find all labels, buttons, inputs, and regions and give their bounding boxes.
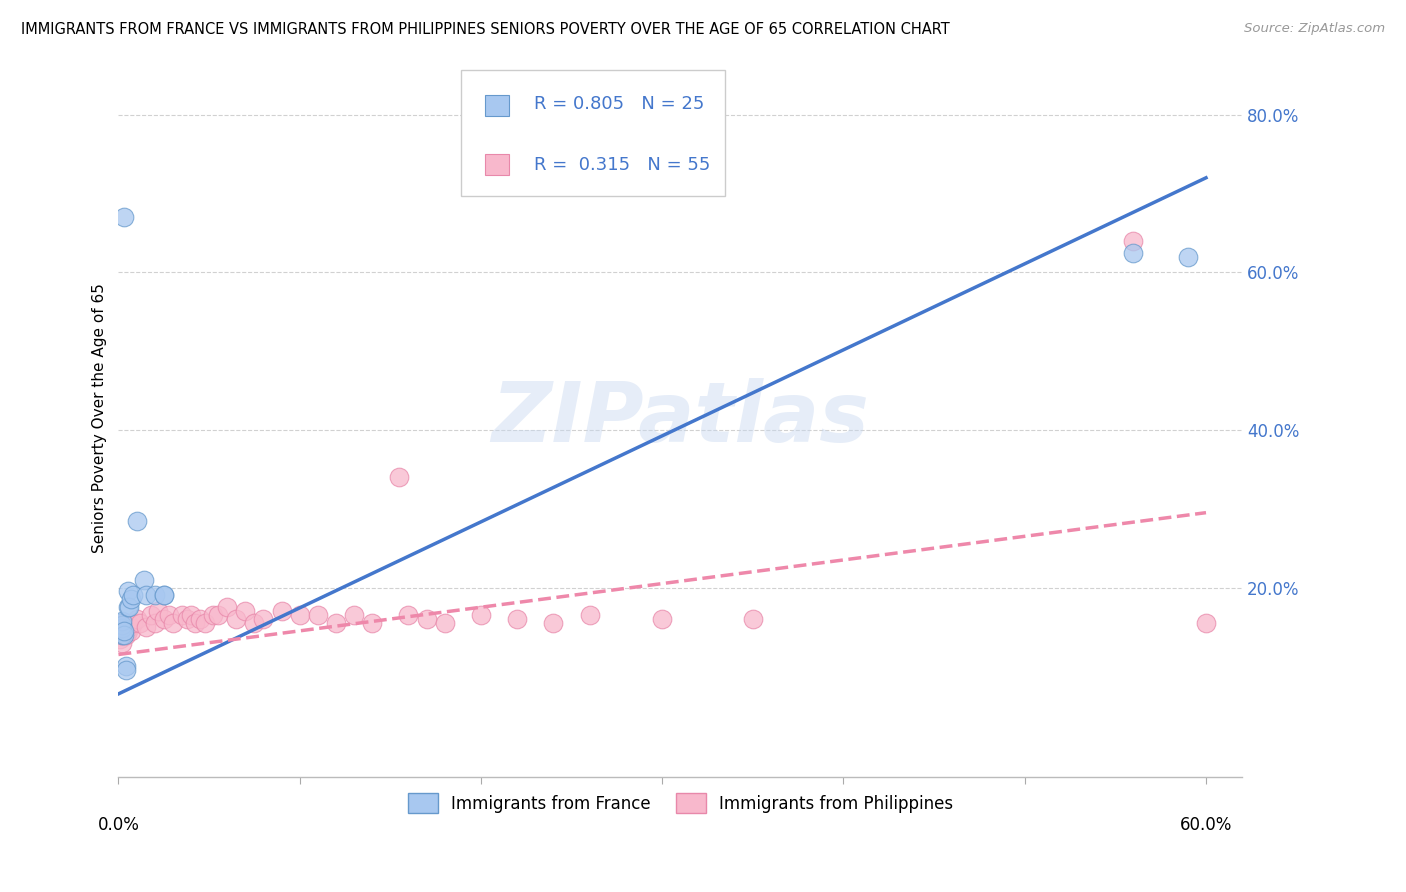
Point [143, 588, 166, 602]
Point [398, 608, 420, 623]
Point [111, 614, 134, 628]
Point [343, 608, 366, 623]
Point [118, 620, 141, 634]
FancyBboxPatch shape [485, 95, 509, 116]
Point [143, 615, 166, 630]
Point [112, 210, 135, 224]
Text: Source: ZipAtlas.com: Source: ZipAtlas.com [1244, 22, 1385, 36]
Point [125, 514, 148, 528]
Text: ZIPatlas: ZIPatlas [492, 377, 869, 458]
Point [176, 612, 198, 626]
Point [112, 624, 135, 638]
Point [325, 615, 347, 630]
Point [111, 628, 134, 642]
FancyBboxPatch shape [461, 70, 725, 196]
Point [361, 615, 384, 630]
Point [118, 600, 141, 615]
Point [388, 470, 411, 484]
Point [307, 608, 329, 623]
Point [110, 620, 132, 634]
Point [120, 592, 142, 607]
Point [207, 608, 229, 623]
Point [112, 628, 135, 642]
Point [110, 624, 132, 638]
Point [125, 612, 148, 626]
Point [201, 608, 224, 623]
Point [114, 663, 136, 677]
Point [225, 612, 247, 626]
Text: 0.0%: 0.0% [97, 816, 139, 834]
Point [117, 584, 139, 599]
Text: R = 0.805   N = 25: R = 0.805 N = 25 [534, 95, 704, 113]
Point [111, 622, 134, 636]
Point [1122, 245, 1144, 260]
Point [117, 624, 139, 638]
Point [110, 615, 132, 630]
Point [651, 612, 673, 626]
Legend: Immigrants from France, Immigrants from Philippines: Immigrants from France, Immigrants from … [401, 786, 960, 820]
Point [152, 588, 174, 602]
Point [122, 615, 145, 630]
Point [188, 612, 211, 626]
Point [217, 600, 239, 615]
Point [183, 615, 205, 630]
Point [110, 624, 132, 638]
Point [1177, 250, 1199, 264]
Point [506, 612, 529, 626]
Point [111, 622, 134, 636]
Text: R =  0.315   N = 55: R = 0.315 N = 55 [534, 156, 710, 174]
Point [111, 635, 134, 649]
FancyBboxPatch shape [485, 153, 509, 175]
Point [148, 604, 170, 618]
Point [194, 615, 217, 630]
Point [117, 600, 139, 615]
Point [111, 628, 134, 642]
Point [132, 573, 155, 587]
Point [162, 615, 184, 630]
Point [433, 615, 456, 630]
Point [114, 628, 136, 642]
Point [129, 615, 152, 630]
Point [170, 608, 193, 623]
Text: IMMIGRANTS FROM FRANCE VS IMMIGRANTS FROM PHILIPPINES SENIORS POVERTY OVER THE A: IMMIGRANTS FROM FRANCE VS IMMIGRANTS FRO… [21, 22, 950, 37]
Point [252, 612, 274, 626]
Point [270, 604, 292, 618]
Point [110, 632, 132, 646]
Point [111, 618, 134, 632]
Point [139, 608, 162, 623]
Y-axis label: Seniors Poverty Over the Age of 65: Seniors Poverty Over the Age of 65 [93, 283, 107, 553]
Point [415, 612, 437, 626]
Point [152, 588, 174, 602]
Point [112, 615, 135, 630]
Point [120, 624, 142, 638]
Point [1122, 234, 1144, 248]
Text: 60.0%: 60.0% [1180, 816, 1232, 834]
Point [180, 608, 202, 623]
Point [122, 588, 145, 602]
Point [114, 659, 136, 673]
Point [1195, 615, 1218, 630]
Point [112, 624, 135, 638]
Point [152, 612, 174, 626]
Point [114, 620, 136, 634]
Point [157, 608, 180, 623]
Point [741, 612, 763, 626]
Point [470, 608, 492, 623]
Point [543, 615, 565, 630]
Point [135, 620, 157, 634]
Point [110, 620, 132, 634]
Point [117, 615, 139, 630]
Point [243, 615, 266, 630]
Point [288, 608, 311, 623]
Point [233, 604, 256, 618]
Point [135, 588, 157, 602]
Point [578, 608, 600, 623]
